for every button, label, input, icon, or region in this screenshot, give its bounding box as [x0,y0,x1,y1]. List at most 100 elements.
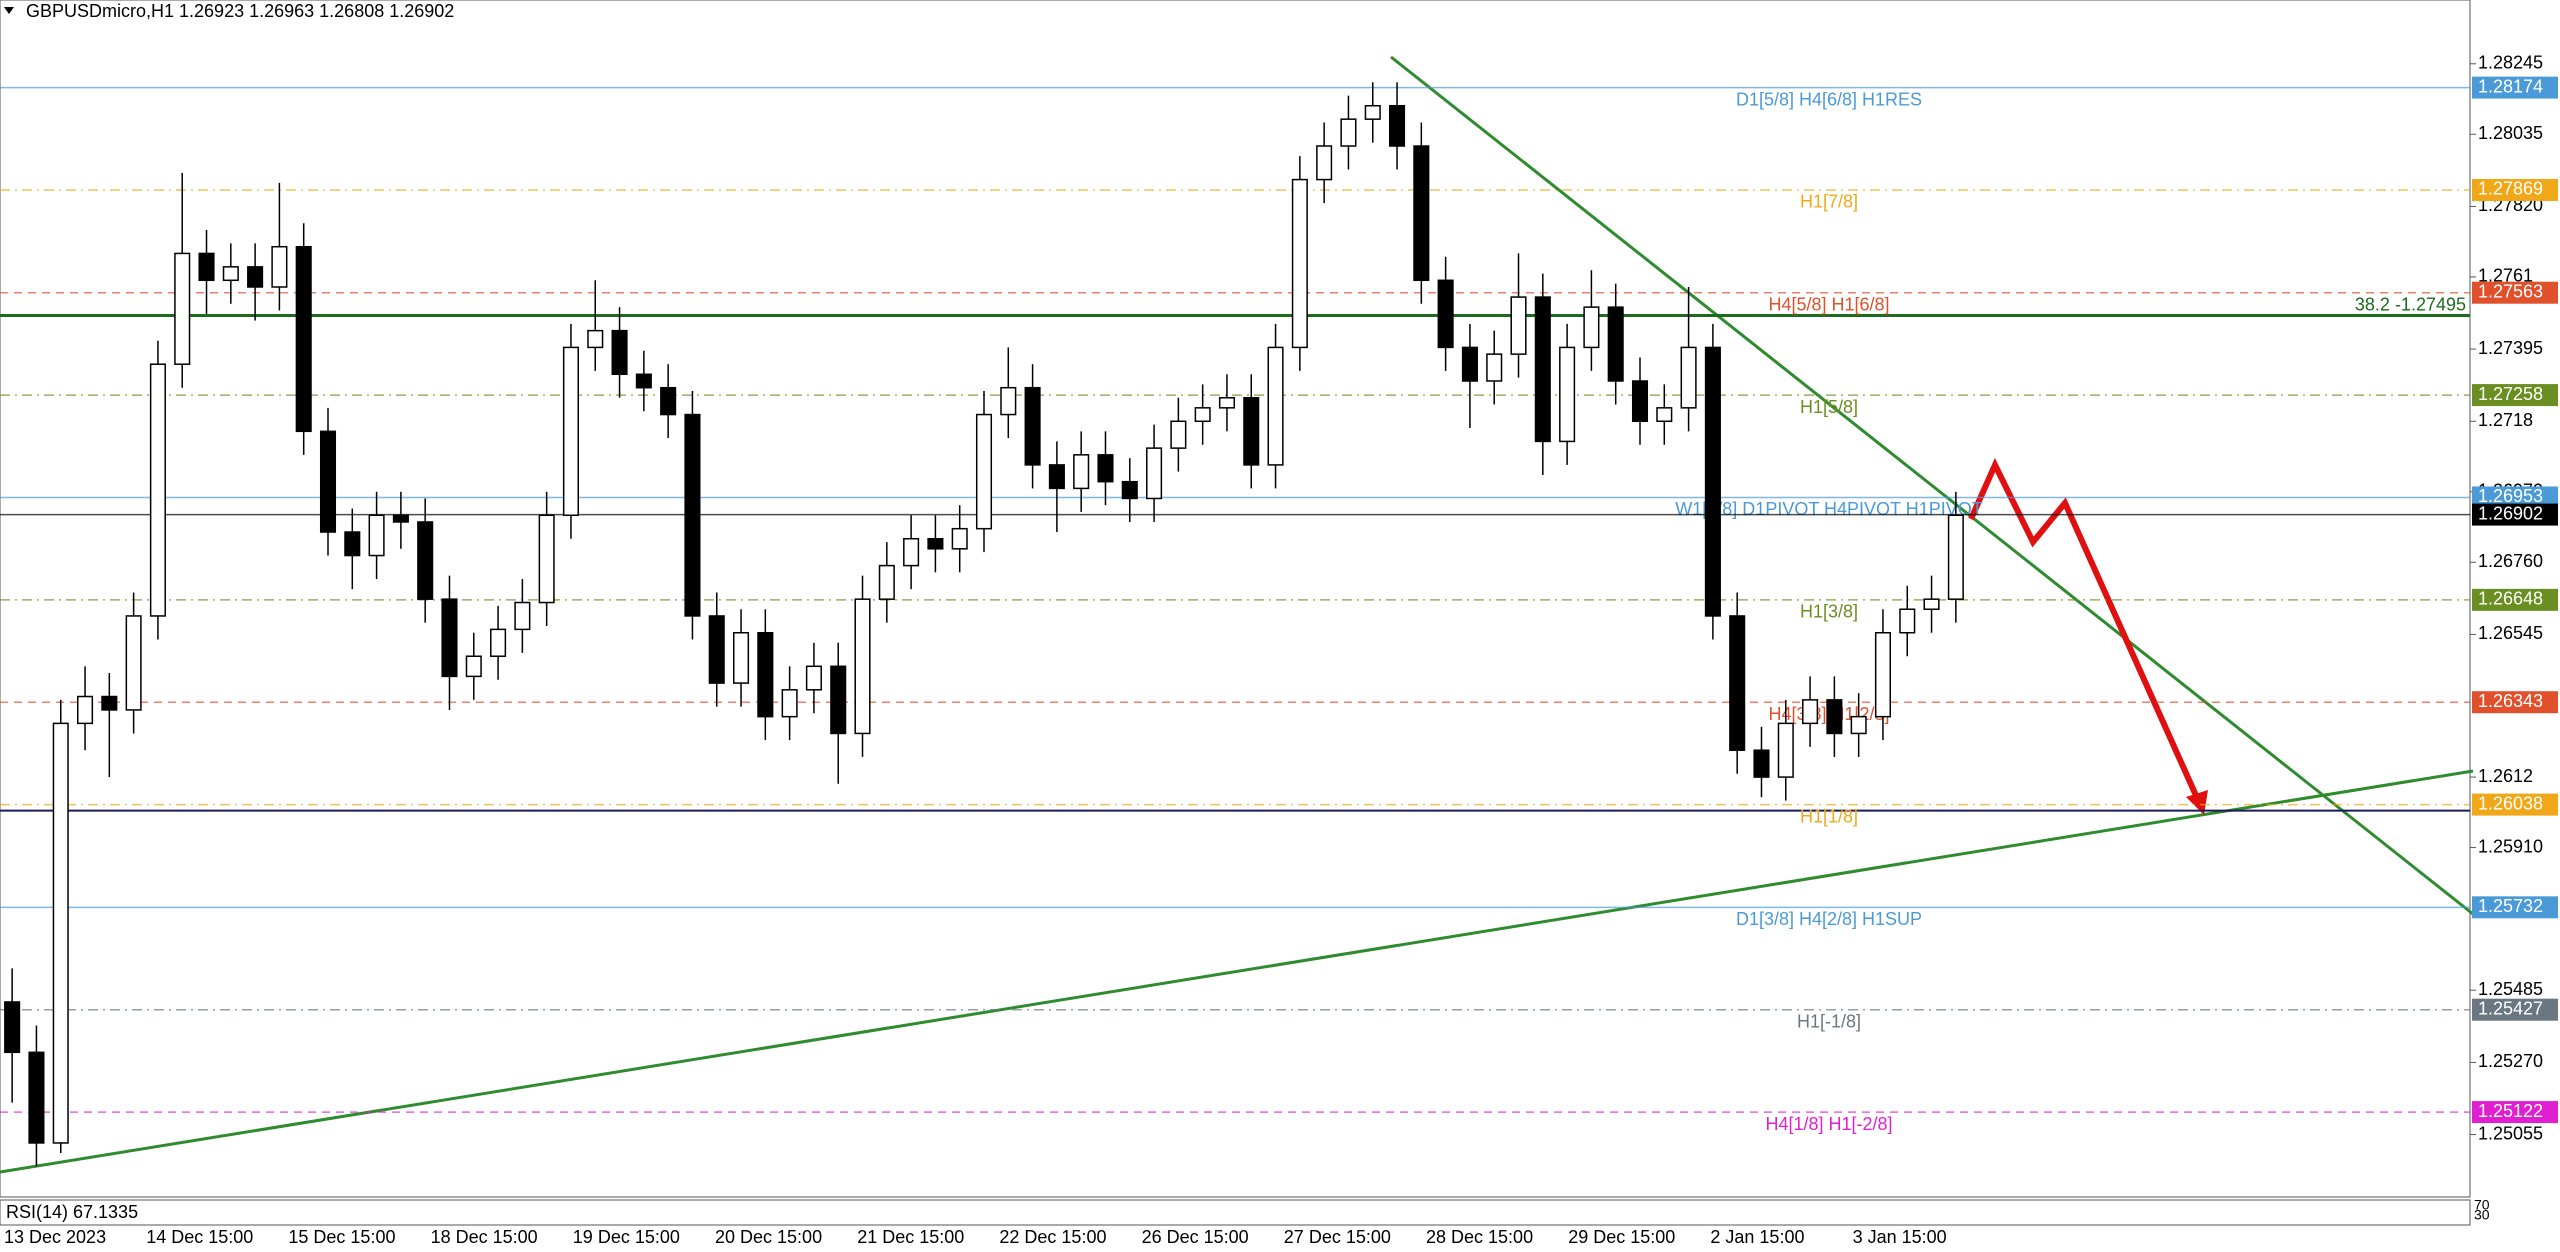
price-tag-label: 1.27869 [2478,179,2543,199]
fib-label: 38.2 -1.27495 [2355,294,2466,314]
arrow-head [2186,790,2208,815]
price-tag-label: 1.27258 [2478,384,2543,404]
x-tick-label: 13 Dec 2023 [4,1227,106,1247]
candle-body [149,363,166,617]
price-tag [2472,896,2558,919]
price-tag [2472,793,2558,816]
level-label: H1[1/8] [1800,806,1858,826]
candle-body [271,245,288,288]
candle-body [1874,631,1892,718]
candle-body [1850,715,1867,735]
rsi-label: RSI(14) 67.1335 [6,1202,138,1222]
y-tick-label: 1.2761 [2478,266,2533,286]
price-tag-label: 1.26343 [2478,691,2543,711]
candle-body [562,346,580,517]
candle-body [1704,346,1721,617]
y-tick-label: 1.25055 [2478,1123,2543,1143]
x-tick-label: 3 Jan 15:00 [1853,1227,1947,1247]
candle-body [101,695,118,711]
x-tick-label: 21 Dec 15:00 [857,1227,964,1247]
candle-body [1413,145,1430,282]
candle-body [490,628,507,657]
candle-body [757,631,774,718]
candle-body [28,1051,45,1144]
candle-body [1267,346,1284,466]
candle-body [830,665,847,735]
candle-body [198,252,215,282]
y-tick-label: 1.2612 [2478,766,2533,786]
candle-body [174,252,191,365]
y-tick-label: 1.28245 [2478,53,2543,73]
y-tick-label: 1.28035 [2478,123,2543,143]
x-tick-label: 27 Dec 15:00 [1284,1227,1391,1247]
level-label: H4[1/8] H1[-2/8] [1765,1114,1892,1134]
rsi-frame [0,1199,2471,1226]
candle-body [1218,397,1236,409]
candle-body [660,386,677,416]
level-label: D1[3/8] H4[2/8] H1SUP [1736,909,1922,929]
forecast-arrow [1968,457,2201,802]
candle-body [635,373,652,389]
price-tag [2472,281,2558,304]
candle-body [392,514,409,523]
candle-body [1486,353,1503,382]
y-tick-label: 1.25270 [2478,1051,2543,1071]
candle-body [1510,296,1527,355]
candle-body [1121,480,1138,500]
candle-body [76,695,94,725]
price-tag-label: 1.26953 [2478,486,2543,506]
candle-body [1437,279,1454,349]
candle-body [295,245,312,433]
candle-body [1000,386,1017,416]
candle-body [1024,386,1041,466]
candle-body [441,598,458,678]
candle-body [1291,178,1308,349]
header: GBPUSDmicro,H1 1.26923 1.26963 1.26808 1… [26,1,454,21]
candle-body [927,538,944,550]
candle-body [4,1001,21,1054]
candle-body [684,413,701,617]
x-tick-label: 29 Dec 15:00 [1568,1227,1675,1247]
x-tick-label: 14 Dec 15:00 [146,1227,253,1247]
candle-body [1923,598,1940,610]
x-tick-label: 19 Dec 15:00 [573,1227,680,1247]
level-label: D1[5/8] H4[6/8] H1RES [1736,89,1922,109]
candle-body [344,531,361,557]
price-tag-label: 1.27563 [2478,281,2543,301]
candle-body [781,689,798,718]
candle-body [1729,615,1746,751]
candle-body [1243,397,1260,466]
y-tick-label: 1.26760 [2478,551,2543,571]
candle-body [1826,699,1843,735]
candle-body [1194,407,1211,423]
candle-body [1097,454,1114,483]
candle-body [903,538,920,567]
price-tag-label: 1.25732 [2478,896,2543,916]
candle-body [1583,306,1600,349]
price-tag-label: 1.25427 [2478,998,2543,1018]
x-tick-label: 18 Dec 15:00 [431,1227,538,1247]
candle-body [1899,608,1916,634]
candle-body [1170,420,1187,449]
candle-body [538,514,555,604]
level-label: H4[5/8] H1[6/8] [1768,294,1889,314]
price-tag-label: 1.26902 [2478,503,2543,523]
x-tick-label: 2 Jan 15:00 [1710,1227,1804,1247]
price-tag [2472,998,2558,1021]
price-tag [2472,76,2558,99]
candle-body [417,521,434,600]
price-tag [2472,486,2558,509]
candle-body [247,266,264,288]
candle-body [514,601,531,631]
candle-body [1461,346,1478,382]
price-tag-label: 1.26038 [2478,793,2543,813]
candle-body [319,430,337,533]
rsi-level: 30 [2474,1207,2490,1223]
price-tag [2472,503,2558,526]
trendline [1390,55,2474,916]
candle-body [1631,380,1649,423]
candle-body [222,266,239,282]
candle-body [1753,749,1770,778]
level-label: H1[-1/8] [1797,1011,1861,1031]
y-tick-label: 1.25485 [2478,979,2543,999]
